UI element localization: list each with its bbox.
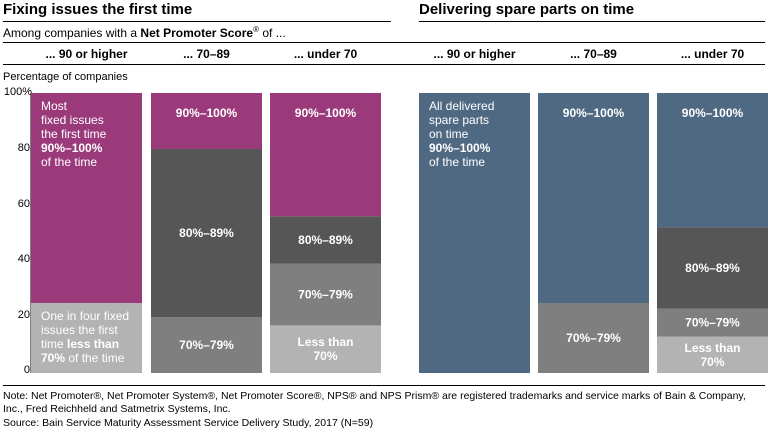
group-header-under-70-right: ... under 70 xyxy=(680,47,745,61)
bar-label-p1-b2-80-89: 80%–89% xyxy=(685,261,740,275)
bar-segment-p1-b2-80-89 xyxy=(657,227,768,309)
bar-segment-p0-b0-70-79 xyxy=(31,303,142,373)
title-rule-left xyxy=(3,21,391,22)
subtitle-rule xyxy=(3,42,765,43)
y-tick-40: 40 xyxy=(17,253,30,265)
bar-segment-p1-b1-70-79 xyxy=(538,303,649,373)
chart-subtitle: Among companies with a Net Promoter Scor… xyxy=(3,25,286,40)
bar-label-p1-b1-90-100: 90%–100% xyxy=(563,106,625,120)
bar-segment-p0-b0-90-100 xyxy=(31,93,142,303)
note-line-1: Note: Net Promoter®, Net Promoter System… xyxy=(3,390,746,402)
bar-label-p0-b0-90-100: Most fixed issues the first time 90%–100% of… xyxy=(41,99,107,169)
bar-segment-p0-b1-80-89 xyxy=(151,149,262,317)
bar-segment-p0-b2-70-79 xyxy=(270,263,381,326)
title-rule-right xyxy=(419,21,765,22)
bar-label-p1-b2-70-79: 70%–79% xyxy=(685,316,740,330)
bar-label-p0-b1-70-79: 70%–79% xyxy=(179,338,234,352)
y-tick-60: 60 xyxy=(17,198,30,210)
bar-segment-p0-b1-90-100 xyxy=(151,93,262,149)
y-tick-80: 80 xyxy=(17,142,30,154)
bar-label-p1-b0-90-100: All delivered spare parts on time 90%–100% o… xyxy=(429,99,494,169)
y-axis-label: Percentage of companies xyxy=(3,71,128,83)
bar-label-p0-b2-less-than-70: Less than 70% xyxy=(297,335,353,363)
bar-segment-p0-b1-70-79 xyxy=(151,317,262,373)
bar-segment-p1-b1-90-100 xyxy=(538,93,649,303)
group-header-90-higher-left: ... 90 or higher xyxy=(45,47,128,61)
subtitle-suffix: of ... xyxy=(259,26,286,40)
subtitle-registered-mark: ® xyxy=(253,25,260,34)
bar-label-p0-b2-90-100: 90%–100% xyxy=(295,106,357,120)
bar-label-p0-b2-70-79: 70%–79% xyxy=(298,288,353,302)
subtitle-prefix: Among companies with a xyxy=(3,26,141,40)
group-header-70-89-right: ... 70–89 xyxy=(570,47,617,61)
bar-label-p1-b2-less-than-70: Less than 70% xyxy=(684,341,740,369)
bar-segment-p1-b2-70-79 xyxy=(657,308,768,337)
bar-label-p0-b0-70-79: One in four fixed issues the first time le… xyxy=(41,309,129,365)
footer-rule xyxy=(3,385,765,386)
bar-segment-p1-b0-90-100 xyxy=(419,93,530,373)
bar-segment-p0-b2-less-than-70 xyxy=(270,325,381,373)
group-header-90-higher-right: ... 90 or higher xyxy=(433,47,516,61)
bar-segment-p1-b2-90-100 xyxy=(657,93,768,228)
bar-label-p0-b1-80-89: 80%–89% xyxy=(179,226,234,240)
bar-label-p1-b1-70-79: 70%–79% xyxy=(566,331,621,345)
bar-segment-p1-b2-less-than-70 xyxy=(657,336,768,373)
y-tick-100: 100% xyxy=(3,86,32,98)
subtitle-bold: Net Promoter Score xyxy=(140,26,254,40)
bar-label-p0-b1-90-100: 90%–100% xyxy=(176,106,238,120)
bar-segment-p0-b2-80-89 xyxy=(270,216,381,264)
group-header-under-70-left: ... under 70 xyxy=(293,47,358,61)
source-line: Source: Bain Service Maturity Assessment… xyxy=(3,417,374,429)
header-rule xyxy=(3,64,765,65)
bar-label-p0-b2-80-89: 80%–89% xyxy=(298,233,353,247)
y-tick-20: 20 xyxy=(17,309,30,321)
bar-segment-p0-b2-90-100 xyxy=(270,93,381,217)
note-line-2: Inc., Fred Reichheld and Satmetrix Syste… xyxy=(3,403,231,415)
chart-title-left: Fixing issues the first time xyxy=(3,1,193,18)
chart-title-right: Delivering spare parts on time xyxy=(419,1,635,18)
group-header-70-89-left: ... 70–89 xyxy=(183,47,230,61)
bar-label-p1-b2-90-100: 90%–100% xyxy=(682,106,744,120)
y-tick-0: 0 xyxy=(23,364,30,376)
